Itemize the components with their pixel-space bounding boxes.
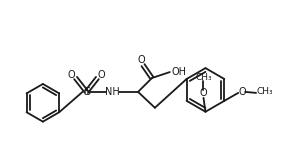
Text: O: O bbox=[68, 70, 75, 80]
Text: O: O bbox=[98, 70, 105, 80]
Text: NH: NH bbox=[105, 87, 120, 97]
Text: CH₃: CH₃ bbox=[257, 87, 273, 96]
Text: S: S bbox=[83, 87, 90, 97]
Text: O: O bbox=[238, 87, 246, 97]
Text: OH: OH bbox=[171, 67, 186, 77]
Text: O: O bbox=[200, 88, 207, 98]
Text: CH₃: CH₃ bbox=[195, 72, 212, 81]
Text: O: O bbox=[137, 55, 145, 65]
